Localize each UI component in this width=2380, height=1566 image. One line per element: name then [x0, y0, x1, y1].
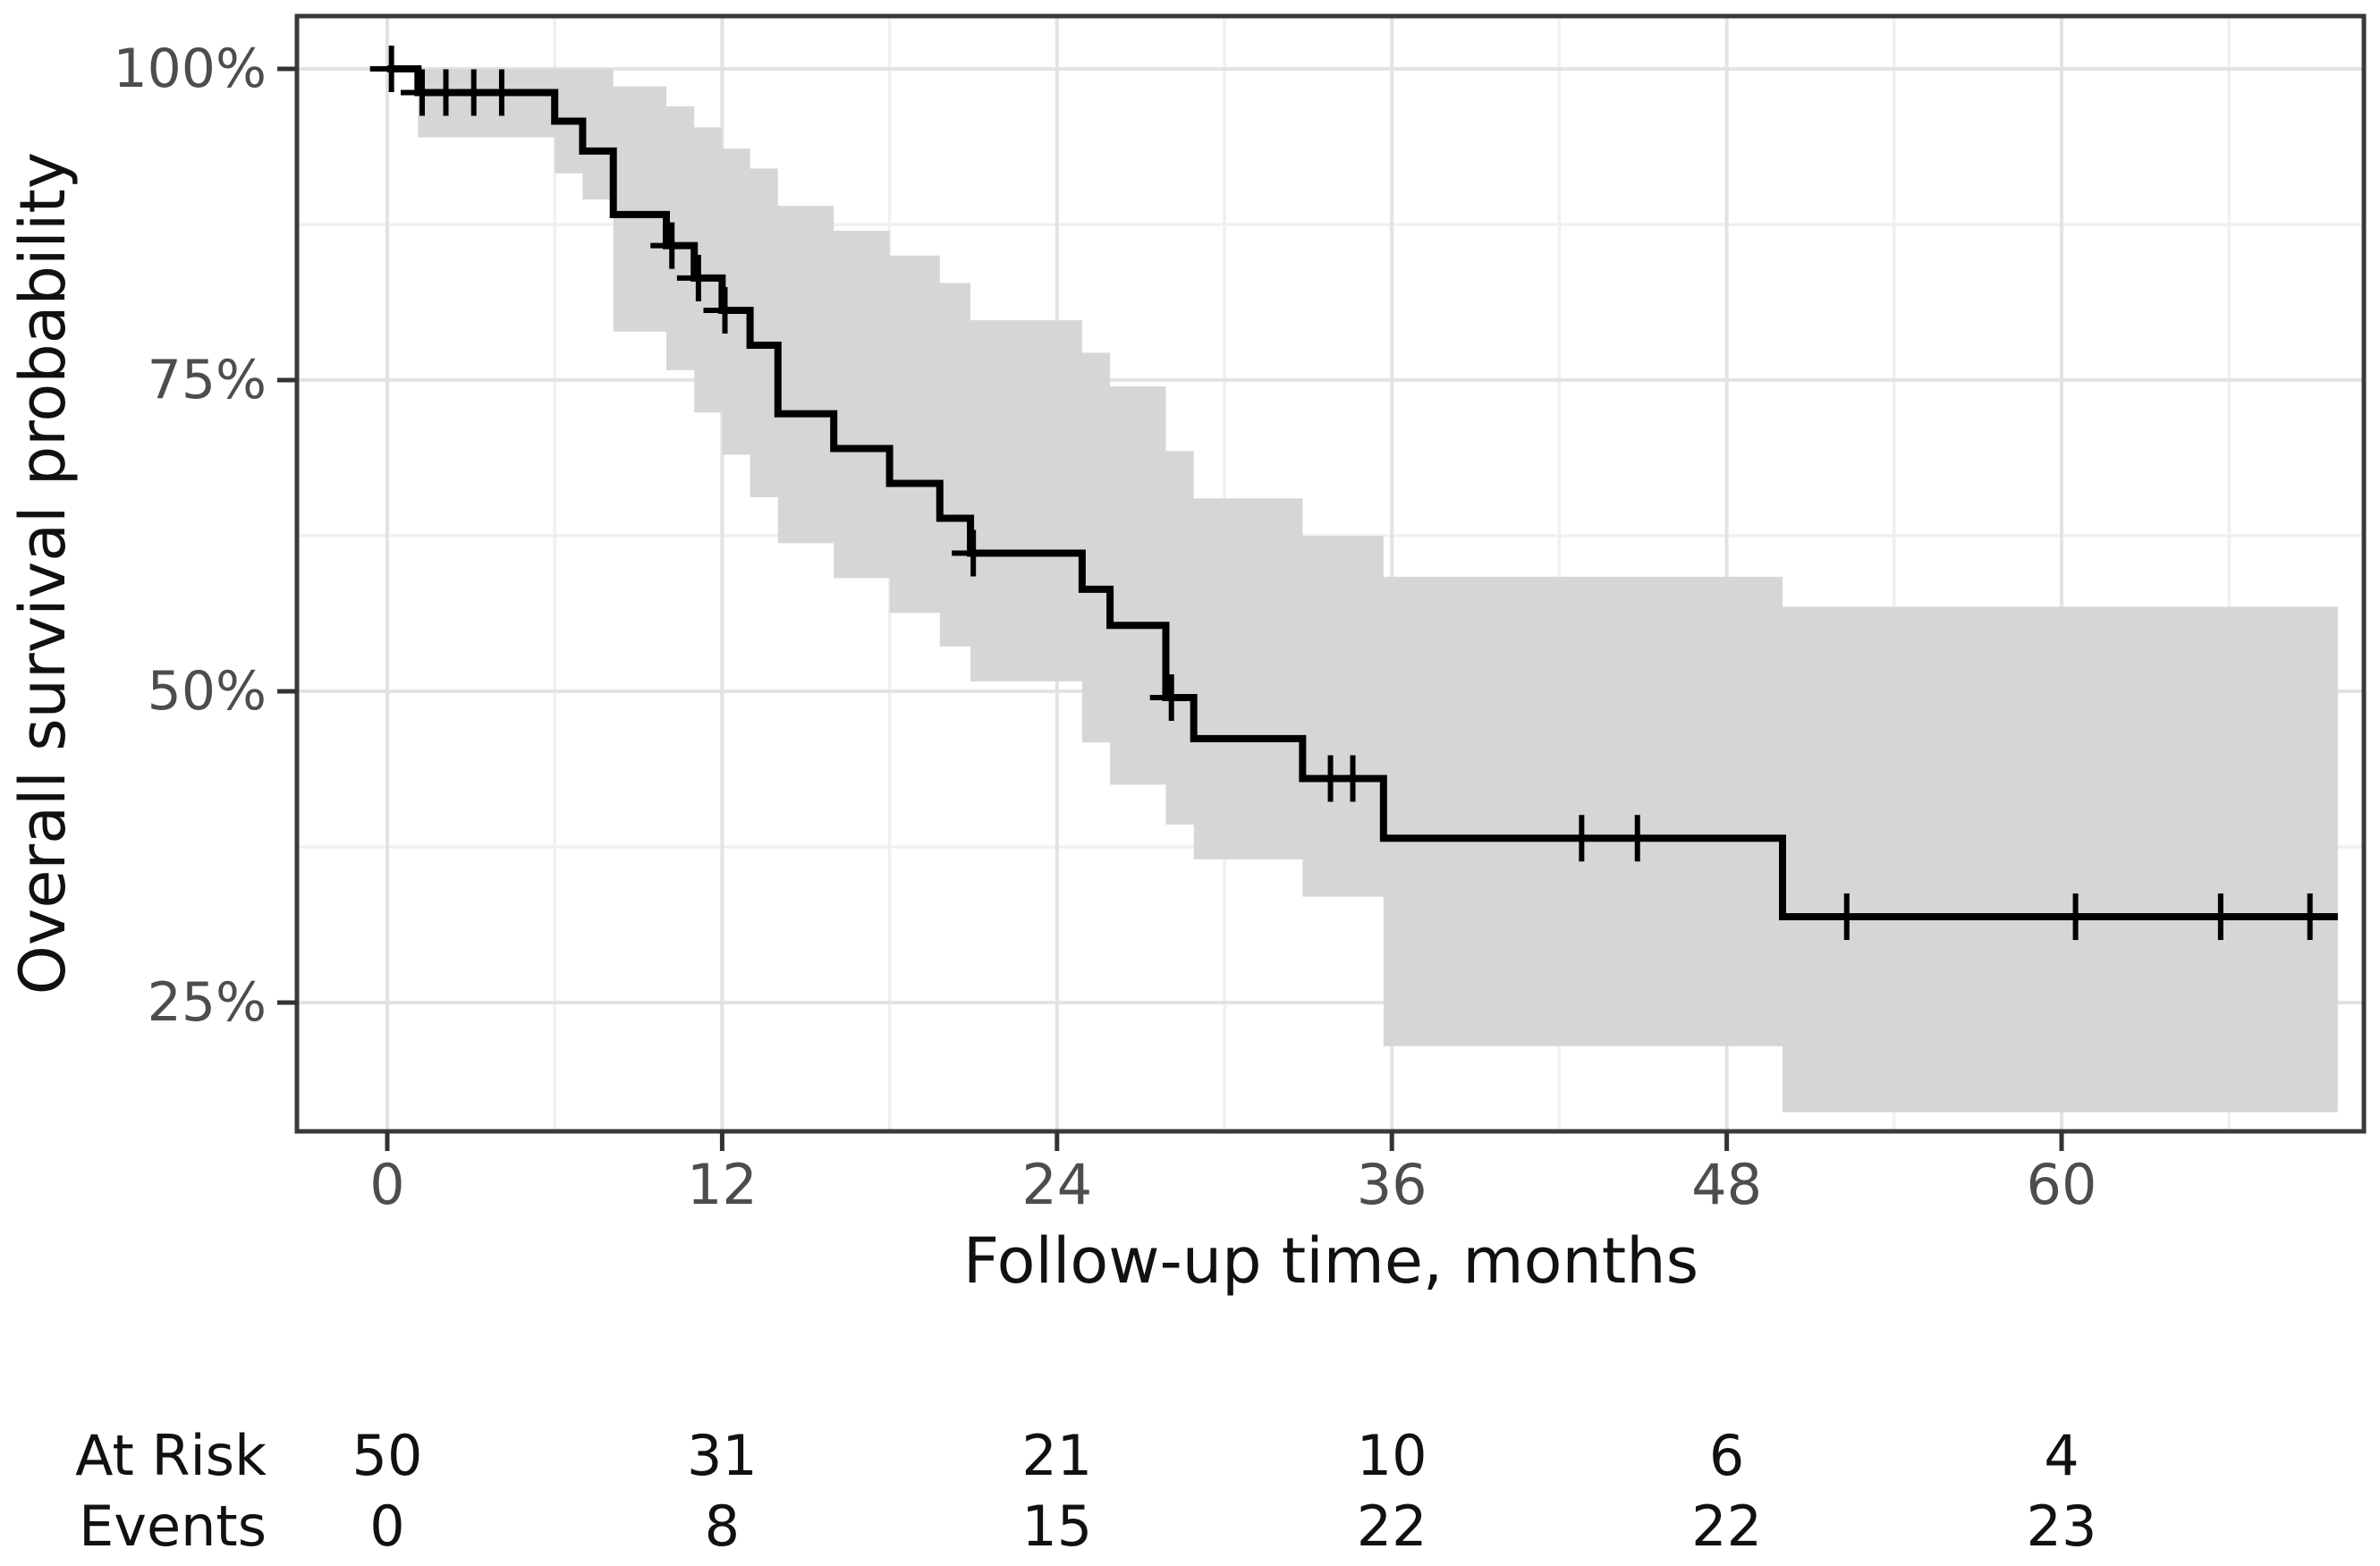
risk-table-value: 10: [1356, 1423, 1427, 1488]
confidence-band: [418, 69, 2338, 1113]
x-tick-label: 24: [1021, 1152, 1093, 1217]
risk-table-value: 4: [2044, 1423, 2079, 1488]
risk-table-value: 22: [1356, 1494, 1427, 1559]
risk-table-row-label: At Risk: [75, 1423, 267, 1488]
risk-table-value: 22: [1691, 1494, 1763, 1559]
risk-table-value: 6: [1708, 1423, 1745, 1488]
risk-table-value: 8: [704, 1494, 741, 1559]
risk-table-value: 21: [1021, 1423, 1093, 1488]
risk-table-row-label: Events: [79, 1494, 267, 1559]
y-tick-label: 50%: [147, 660, 267, 723]
x-tick-label: 36: [1356, 1152, 1427, 1217]
risk-table-value: 15: [1021, 1494, 1093, 1559]
risk-table-value: 0: [369, 1494, 405, 1559]
risk-table-value: 50: [351, 1423, 423, 1488]
x-tick-label: 0: [369, 1152, 405, 1217]
x-axis-title: Follow-up time, months: [962, 1224, 1699, 1298]
y-tick-label: 100%: [113, 38, 267, 100]
x-tick-label: 12: [686, 1152, 758, 1217]
risk-table-value: 31: [686, 1423, 758, 1488]
x-tick-label: 60: [2026, 1152, 2097, 1217]
y-axis-title: Overall survival probability: [6, 151, 80, 995]
x-tick-label: 48: [1691, 1152, 1763, 1217]
y-tick-label: 75%: [147, 349, 267, 411]
panel-border: [294, 13, 2367, 1134]
survival-curve: [387, 65, 2338, 920]
risk-table-value: 23: [2026, 1494, 2097, 1559]
y-tick-label: 25%: [147, 971, 267, 1034]
